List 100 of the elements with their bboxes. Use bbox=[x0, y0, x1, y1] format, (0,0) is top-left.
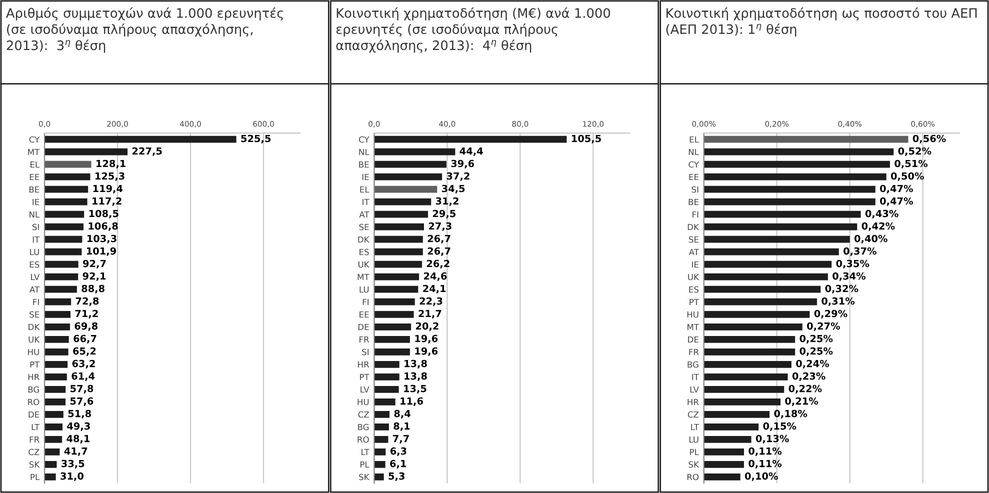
data-label: 13,5 bbox=[404, 384, 426, 394]
bar bbox=[374, 410, 390, 418]
y-tick-label: PL bbox=[690, 448, 699, 456]
data-label: 0,24% bbox=[796, 360, 830, 368]
y-tick-label: LT bbox=[32, 424, 40, 430]
bar bbox=[374, 448, 386, 456]
y-tick-label: SI bbox=[362, 348, 368, 356]
data-label: 88,8 bbox=[82, 284, 104, 294]
data-label: 26,7 bbox=[428, 247, 450, 256]
bar bbox=[704, 473, 740, 480]
data-label: 0,13% bbox=[756, 434, 789, 444]
chart-title: Κοινοτική χρηματοδότηση ως ποσοστό του ΑΕΠ (ΑΕΠ 2013): 1$^{η}$ θέση bbox=[666, 7, 977, 37]
y-tick-label: HU bbox=[358, 398, 369, 406]
data-label: 0,32% bbox=[825, 284, 858, 294]
y-tick-label: UK bbox=[358, 261, 370, 268]
data-label: 24,6 bbox=[424, 272, 447, 281]
data-label: 92,1 bbox=[82, 272, 106, 281]
data-label: 37,2 bbox=[446, 172, 470, 181]
data-label: 29,5 bbox=[432, 210, 456, 218]
bar bbox=[704, 198, 876, 206]
y-tick-label: RO bbox=[358, 436, 369, 443]
bar bbox=[374, 136, 567, 143]
data-label: 227,5 bbox=[132, 147, 162, 156]
bar bbox=[704, 436, 752, 443]
y-tick-label: FR bbox=[360, 336, 370, 343]
y-tick-label: CZ bbox=[358, 411, 369, 418]
data-label: 0,50% bbox=[890, 172, 924, 181]
bar bbox=[374, 436, 388, 443]
y-tick-label: DE bbox=[28, 411, 40, 418]
bar bbox=[704, 286, 821, 293]
data-label: 0,18% bbox=[774, 410, 808, 418]
y-tick-label: EE bbox=[360, 311, 369, 318]
y-tick-label: EL bbox=[30, 161, 40, 168]
data-label: 39,6 bbox=[451, 160, 474, 168]
y-tick-label: NL bbox=[688, 148, 699, 156]
data-label: 41,7 bbox=[64, 447, 88, 456]
data-label: 0,35% bbox=[836, 260, 870, 268]
bar bbox=[704, 310, 810, 318]
y-tick-label: CY bbox=[359, 136, 370, 143]
bar bbox=[704, 386, 784, 393]
data-label: 51,8 bbox=[68, 410, 91, 418]
y-tick-label: HU bbox=[28, 348, 39, 356]
bar bbox=[704, 410, 770, 418]
y-tick-label: FR bbox=[30, 436, 40, 443]
y-tick-label: HR bbox=[688, 398, 699, 406]
y-tick-label: BE bbox=[29, 186, 40, 193]
y-tick-label: PL bbox=[360, 461, 370, 468]
y-tick-label: IE bbox=[362, 174, 369, 180]
chart-title: Κοινοτική χρηματοδότηση (Μ€) ανά 1.000 ερευνητές (σε ισοδύναμα πλήρους απασχόλησης, 2013): 4$^{η}$ θέση bbox=[336, 7, 610, 53]
data-label: 49,3 bbox=[67, 422, 90, 431]
y-tick-label: BG bbox=[28, 386, 39, 393]
bar bbox=[44, 298, 72, 306]
bar bbox=[374, 198, 432, 206]
data-label: 0,21% bbox=[785, 397, 818, 406]
data-label: 0,23% bbox=[792, 372, 826, 381]
y-tick-label: UK bbox=[28, 336, 40, 343]
bar bbox=[44, 223, 84, 230]
data-label: 117,2 bbox=[92, 197, 122, 206]
bar bbox=[704, 323, 802, 330]
y-tick-label: CZ bbox=[688, 411, 699, 418]
data-label: 0,29% bbox=[814, 310, 848, 318]
data-label: 22,3 bbox=[420, 297, 442, 306]
y-tick-label: LU bbox=[30, 248, 39, 256]
y-tick-label: CY bbox=[29, 136, 40, 143]
y-tick-label: SK bbox=[688, 461, 700, 468]
data-label: 19,6 bbox=[415, 347, 438, 356]
y-tick-label: PT bbox=[30, 361, 40, 368]
data-label: 24,1 bbox=[423, 284, 446, 294]
bar bbox=[374, 473, 384, 480]
bar bbox=[44, 373, 67, 380]
data-label: 31,0 bbox=[60, 472, 84, 481]
bar bbox=[44, 448, 60, 456]
bar bbox=[374, 160, 446, 168]
data-label: 6,1 bbox=[390, 460, 406, 468]
y-tick-label: EL bbox=[360, 186, 370, 193]
data-label: 57,8 bbox=[70, 384, 94, 394]
bar bbox=[704, 460, 744, 468]
data-label: 0,47% bbox=[880, 197, 913, 206]
data-label: 57,6 bbox=[70, 397, 94, 406]
data-label: 0,52% bbox=[898, 147, 932, 156]
y-tick-label: EE bbox=[689, 174, 698, 180]
bar bbox=[374, 273, 420, 280]
bar bbox=[44, 173, 90, 180]
bar bbox=[374, 310, 414, 318]
bar bbox=[44, 248, 82, 256]
bar bbox=[374, 236, 423, 243]
y-tick-label: DE bbox=[688, 336, 698, 343]
y-tick-label: SK bbox=[29, 461, 40, 468]
bar bbox=[704, 398, 780, 406]
y-tick-label: AT bbox=[30, 286, 40, 293]
bar bbox=[44, 136, 236, 143]
bar bbox=[374, 223, 424, 230]
bar bbox=[44, 310, 70, 318]
bar bbox=[44, 423, 62, 430]
data-label: 128,1 bbox=[96, 160, 126, 168]
y-tick-label: NL bbox=[359, 148, 370, 156]
y-tick-label: EL bbox=[690, 136, 699, 143]
data-label: 27,3 bbox=[428, 222, 452, 231]
bar bbox=[704, 186, 876, 193]
y-tick-label: RO bbox=[28, 398, 40, 406]
